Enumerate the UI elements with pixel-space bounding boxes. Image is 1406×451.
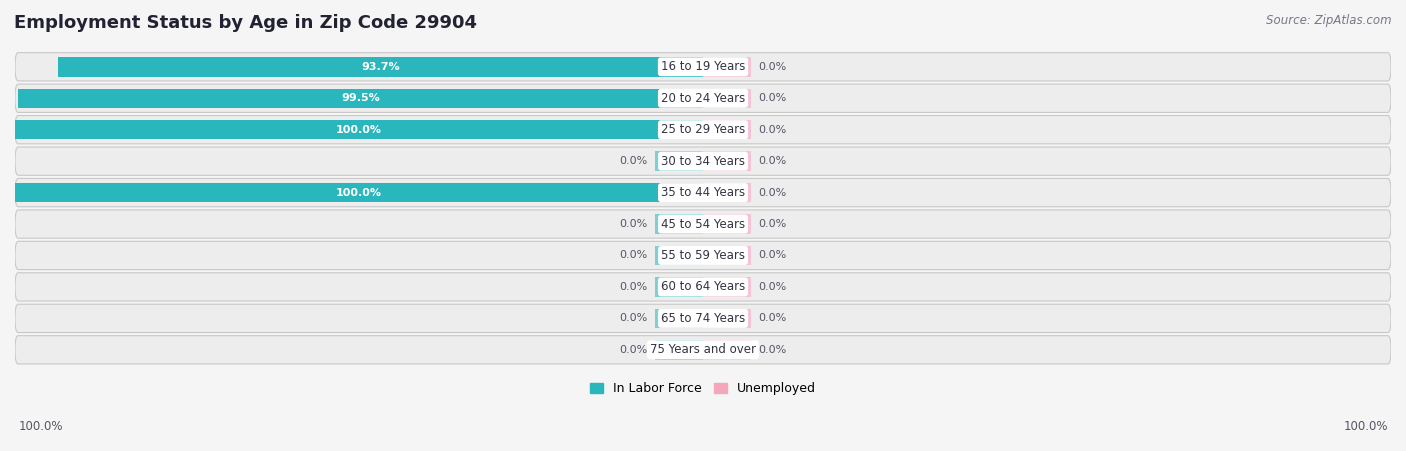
Bar — [703, 120, 751, 139]
Bar — [15, 183, 703, 202]
Text: 0.0%: 0.0% — [620, 219, 648, 229]
Bar — [703, 57, 751, 77]
Bar — [703, 277, 751, 297]
FancyBboxPatch shape — [15, 53, 1391, 81]
Text: 0.0%: 0.0% — [620, 156, 648, 166]
Bar — [703, 214, 751, 234]
Text: 0.0%: 0.0% — [758, 282, 786, 292]
FancyBboxPatch shape — [15, 336, 1391, 364]
FancyBboxPatch shape — [15, 273, 1391, 301]
Bar — [703, 308, 751, 328]
Text: 16 to 19 Years: 16 to 19 Years — [661, 60, 745, 74]
Bar — [18, 88, 703, 108]
Text: 0.0%: 0.0% — [758, 345, 786, 355]
Bar — [703, 246, 751, 265]
Text: 99.5%: 99.5% — [342, 93, 380, 103]
Text: 20 to 24 Years: 20 to 24 Years — [661, 92, 745, 105]
Bar — [655, 340, 703, 359]
Legend: In Labor Force, Unemployed: In Labor Force, Unemployed — [585, 377, 821, 400]
Text: 0.0%: 0.0% — [758, 124, 786, 135]
Bar — [703, 340, 751, 359]
Text: 0.0%: 0.0% — [620, 282, 648, 292]
Bar — [655, 214, 703, 234]
Bar — [655, 308, 703, 328]
Text: 0.0%: 0.0% — [758, 188, 786, 198]
Text: 0.0%: 0.0% — [758, 219, 786, 229]
Bar — [655, 277, 703, 297]
Text: 100.0%: 100.0% — [336, 188, 382, 198]
Bar — [15, 120, 703, 139]
Text: 60 to 64 Years: 60 to 64 Years — [661, 281, 745, 294]
Bar — [703, 152, 751, 171]
Text: 0.0%: 0.0% — [758, 62, 786, 72]
FancyBboxPatch shape — [15, 304, 1391, 332]
FancyBboxPatch shape — [15, 179, 1391, 207]
Text: 0.0%: 0.0% — [758, 93, 786, 103]
Bar — [703, 88, 751, 108]
FancyBboxPatch shape — [15, 115, 1391, 144]
Text: 0.0%: 0.0% — [758, 313, 786, 323]
Text: Employment Status by Age in Zip Code 29904: Employment Status by Age in Zip Code 299… — [14, 14, 477, 32]
Text: 100.0%: 100.0% — [18, 420, 63, 433]
Text: 35 to 44 Years: 35 to 44 Years — [661, 186, 745, 199]
Text: 0.0%: 0.0% — [620, 250, 648, 261]
Bar — [58, 57, 703, 77]
Text: 100.0%: 100.0% — [336, 124, 382, 135]
Text: Source: ZipAtlas.com: Source: ZipAtlas.com — [1267, 14, 1392, 27]
Text: 30 to 34 Years: 30 to 34 Years — [661, 155, 745, 168]
FancyBboxPatch shape — [15, 84, 1391, 112]
Text: 45 to 54 Years: 45 to 54 Years — [661, 217, 745, 230]
Bar — [655, 246, 703, 265]
Text: 0.0%: 0.0% — [758, 250, 786, 261]
Text: 0.0%: 0.0% — [620, 313, 648, 323]
Text: 75 Years and over: 75 Years and over — [650, 343, 756, 356]
FancyBboxPatch shape — [15, 241, 1391, 270]
Text: 65 to 74 Years: 65 to 74 Years — [661, 312, 745, 325]
Text: 0.0%: 0.0% — [758, 156, 786, 166]
Text: 25 to 29 Years: 25 to 29 Years — [661, 123, 745, 136]
Text: 93.7%: 93.7% — [361, 62, 399, 72]
FancyBboxPatch shape — [15, 147, 1391, 175]
Bar — [655, 152, 703, 171]
Text: 55 to 59 Years: 55 to 59 Years — [661, 249, 745, 262]
Text: 0.0%: 0.0% — [620, 345, 648, 355]
FancyBboxPatch shape — [15, 210, 1391, 238]
Text: 100.0%: 100.0% — [1343, 420, 1388, 433]
Bar — [703, 183, 751, 202]
